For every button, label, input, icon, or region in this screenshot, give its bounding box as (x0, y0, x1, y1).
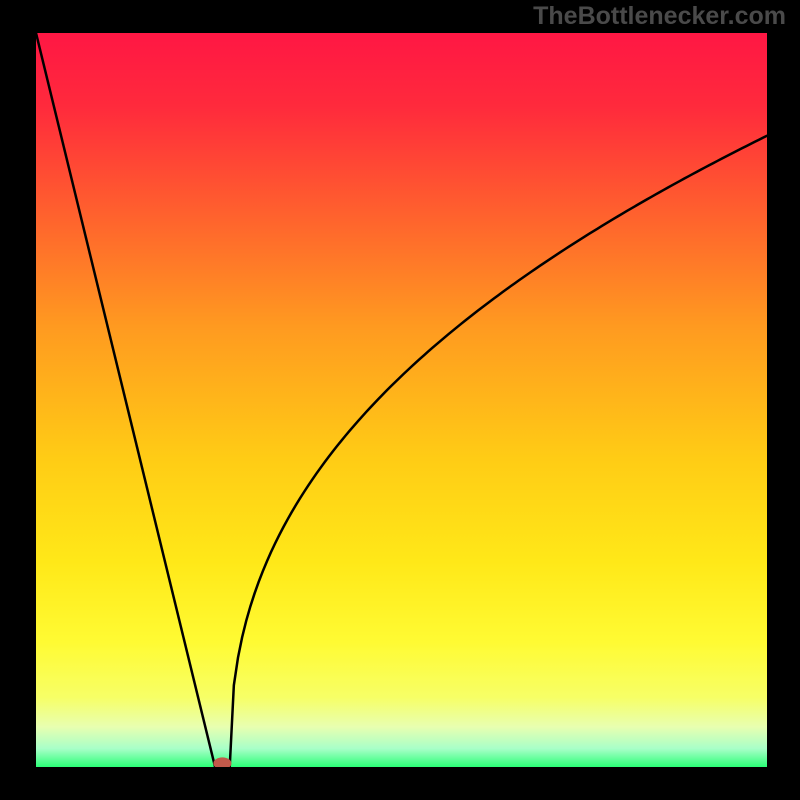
chart-container: TheBottlenecker.com (0, 0, 800, 800)
gradient-background (36, 33, 767, 767)
bottleneck-chart (36, 33, 767, 767)
watermark-text: TheBottlenecker.com (533, 2, 786, 31)
